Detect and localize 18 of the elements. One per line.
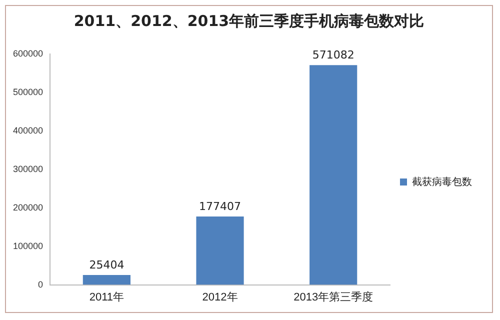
data-label: 571082 bbox=[312, 48, 354, 62]
y-tick-label: 0 bbox=[38, 279, 44, 290]
data-label: 25404 bbox=[89, 258, 124, 272]
bar bbox=[82, 275, 130, 285]
legend-label: 截获病毒包数 bbox=[412, 176, 472, 188]
bar bbox=[310, 65, 358, 285]
x-tick-label: 2011年 bbox=[89, 291, 124, 304]
y-tick-label: 600000 bbox=[12, 48, 44, 58]
data-label: 177407 bbox=[199, 200, 242, 213]
x-tick-label: 2013年第三季度 bbox=[294, 290, 374, 304]
y-tick-label: 100000 bbox=[12, 240, 44, 251]
x-tick-label: 2012年 bbox=[202, 291, 238, 304]
y-tick-label: 300000 bbox=[12, 164, 44, 174]
bar bbox=[196, 216, 244, 285]
chart-title: 2011、2012、2013年前三季度手机病毒包数对比 bbox=[72, 12, 426, 31]
y-tick-label: 200000 bbox=[12, 202, 44, 212]
y-tick-label: 500000 bbox=[12, 86, 44, 97]
y-tick-label: 400000 bbox=[12, 125, 44, 136]
